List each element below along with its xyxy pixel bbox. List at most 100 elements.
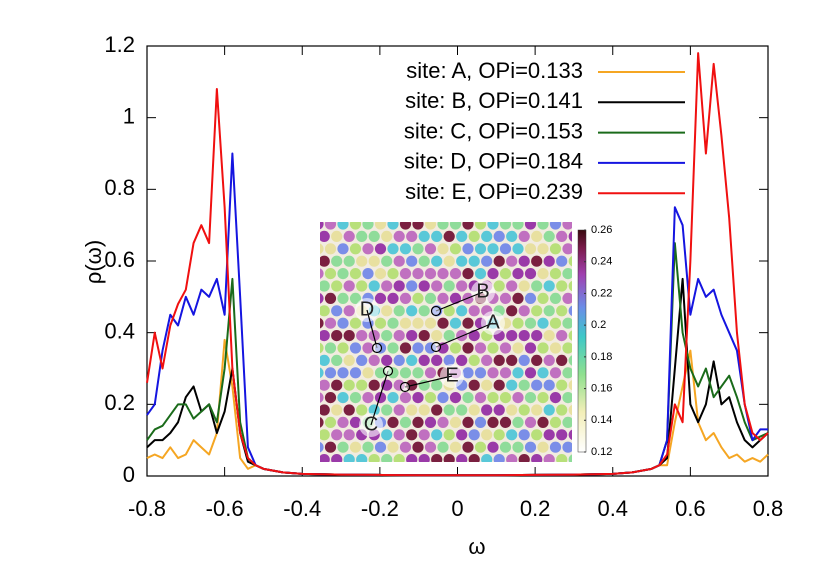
inset-dot — [524, 292, 537, 304]
inset-dot — [549, 222, 562, 230]
inset-dot — [474, 222, 487, 230]
inset-dot — [412, 342, 424, 354]
inset-dot — [543, 429, 555, 441]
inset-dot — [562, 367, 572, 379]
inset-dot — [356, 280, 368, 292]
inset-dot — [431, 404, 443, 416]
inset-dot — [481, 354, 493, 366]
inset-dot — [399, 317, 412, 329]
inset-dot — [518, 454, 530, 462]
inset-dot — [575, 218, 586, 229]
inset-dot — [568, 305, 572, 316]
inset-dot — [481, 404, 493, 416]
inset-dot — [418, 404, 430, 416]
inset-dot — [431, 354, 443, 366]
inset-dot — [512, 416, 524, 428]
inset-dot — [462, 441, 474, 453]
inset-dot — [343, 354, 355, 366]
inset-dot — [349, 342, 362, 354]
inset-dot — [374, 317, 387, 329]
inset-dot — [543, 454, 555, 462]
inset-dot — [462, 317, 474, 329]
inset-dot — [556, 454, 568, 462]
inset-dot — [506, 255, 518, 267]
inset-dot — [549, 268, 562, 280]
inset-dot — [518, 404, 530, 416]
inset-dot — [531, 280, 543, 292]
inset-dot — [387, 222, 399, 230]
colorbar-tick-label: 0.24 — [591, 256, 612, 268]
inset-dot — [549, 441, 562, 453]
inset-dot — [518, 280, 530, 292]
inset-dot — [449, 222, 462, 230]
inset-dot — [524, 243, 537, 255]
inset-dot — [518, 330, 530, 342]
site-label: E — [445, 364, 458, 386]
inset-dot — [568, 404, 572, 416]
inset-dot — [549, 243, 562, 255]
inset-dot — [512, 292, 524, 304]
inset-dot — [393, 404, 405, 416]
inset-dot — [499, 441, 512, 453]
inset-dot — [418, 354, 430, 366]
inset-dot — [399, 416, 412, 428]
inset-dot — [320, 317, 324, 329]
inset-dot — [374, 268, 387, 280]
inset-dot — [537, 268, 549, 280]
x-tick-label: -0.4 — [283, 496, 321, 521]
x-tick-label: 0.2 — [520, 496, 551, 521]
inset-dot — [493, 429, 505, 441]
inset-dot — [331, 379, 343, 391]
inset-dot — [412, 222, 424, 230]
inset-dot — [474, 243, 487, 255]
inset-dot — [362, 243, 374, 255]
inset-dot — [393, 454, 405, 462]
inset-dot — [424, 416, 437, 428]
inset-dot — [443, 404, 455, 416]
inset-dot — [549, 317, 562, 329]
inset-dot — [487, 416, 499, 428]
inset-dot — [337, 222, 349, 230]
inset-dot — [456, 230, 468, 242]
inset-dot — [568, 231, 572, 242]
inset-dot — [537, 243, 549, 255]
inset-dot — [468, 230, 480, 242]
y-tick-label: 0.6 — [104, 247, 135, 272]
y-tick-label: 0.2 — [104, 390, 135, 415]
inset-dot — [337, 441, 349, 453]
inset-dot — [399, 292, 412, 304]
inset-dot — [324, 268, 337, 280]
inset-dot — [524, 416, 537, 428]
inset-dot — [406, 280, 418, 292]
inset-dot — [543, 354, 555, 366]
inset-dot — [412, 292, 424, 304]
inset-dot — [468, 379, 480, 391]
inset-dot — [531, 330, 543, 342]
inset-dot — [518, 255, 530, 267]
inset-dot — [543, 305, 555, 317]
inset-dot — [449, 342, 462, 354]
inset-dot — [324, 222, 337, 230]
inset-dot — [556, 255, 568, 267]
inset-dot — [374, 392, 387, 404]
inset-dot — [443, 255, 455, 267]
inset-dot — [374, 292, 387, 304]
inset-dot — [406, 255, 418, 267]
inset-dot — [412, 441, 424, 453]
inset-dot — [393, 280, 405, 292]
inset-dot — [468, 330, 480, 342]
inset-dot — [381, 429, 393, 441]
inset-dot — [462, 392, 474, 404]
inset-dot — [556, 429, 568, 441]
inset-dot — [418, 330, 430, 342]
inset-dot — [343, 454, 355, 462]
inset-dot — [556, 404, 568, 416]
inset-dot — [524, 367, 537, 379]
colorbar-tick-label: 0.12 — [591, 446, 612, 458]
inset-dot — [337, 367, 349, 379]
inset-dot — [418, 429, 430, 441]
inset-dot — [349, 392, 362, 404]
inset-dot — [449, 268, 462, 280]
data-line — [146, 52, 769, 477]
x-tick-label: -0.8 — [128, 496, 166, 521]
